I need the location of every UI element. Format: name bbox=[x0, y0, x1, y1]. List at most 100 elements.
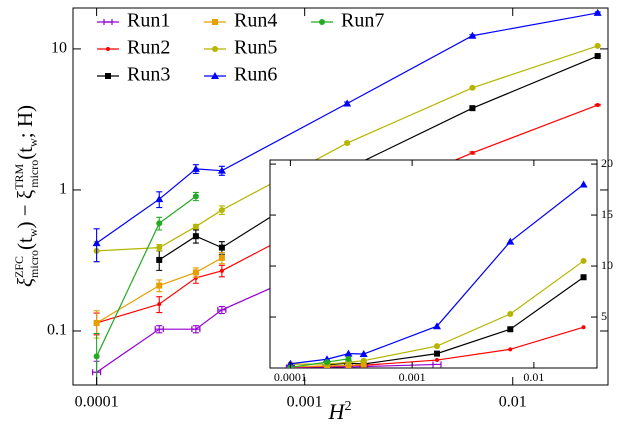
data-point bbox=[469, 84, 476, 91]
data-point bbox=[344, 349, 353, 357]
data-point bbox=[508, 347, 513, 352]
data-point bbox=[156, 282, 163, 289]
data-point bbox=[468, 31, 477, 39]
y-label-part: w bbox=[26, 228, 40, 237]
data-point bbox=[593, 8, 602, 16]
y-label-part: micro bbox=[27, 160, 41, 188]
x-tick-label: 0.0001 bbox=[75, 394, 119, 411]
data-point bbox=[433, 343, 440, 350]
data-point bbox=[191, 164, 200, 172]
data-point bbox=[192, 193, 199, 200]
inset-y-tick-label: 15 bbox=[601, 207, 613, 221]
data-point bbox=[595, 103, 600, 108]
data-point bbox=[506, 237, 515, 245]
data-point bbox=[157, 302, 162, 307]
data-point bbox=[344, 140, 351, 147]
y-axis-label: ξZFCmicro(tw) − ξTRMmicro(tw; H) bbox=[12, 105, 41, 287]
series-line bbox=[326, 276, 584, 366]
data-point bbox=[217, 306, 227, 313]
y-label-part: (t bbox=[13, 237, 37, 250]
data-point bbox=[580, 274, 587, 281]
data-point bbox=[191, 326, 201, 333]
y-label-part: micro bbox=[27, 250, 41, 278]
inset-x-tick-label: 0.01 bbox=[523, 370, 544, 384]
y-label-part: w bbox=[26, 138, 40, 147]
inset-y-tick-label: 5 bbox=[601, 309, 607, 323]
data-point bbox=[156, 244, 163, 251]
y-label-part: ZFC bbox=[12, 256, 26, 278]
legend: Run1 Run2 Run3 Run4 Run5 Run6 Run7 bbox=[97, 10, 384, 86]
inset-frame bbox=[269, 159, 598, 369]
inset-y-tick-label: 10 bbox=[601, 258, 613, 272]
data-point bbox=[469, 105, 476, 112]
data-point bbox=[594, 42, 601, 49]
data-point bbox=[594, 53, 601, 60]
data-point bbox=[93, 319, 100, 326]
main-frame bbox=[72, 7, 609, 386]
data-point bbox=[580, 257, 587, 264]
y-label-part: TRM bbox=[12, 163, 26, 189]
data-point bbox=[155, 195, 164, 203]
y-label-part: ; H) bbox=[13, 105, 37, 138]
data-point bbox=[434, 358, 439, 363]
legend-marker bbox=[319, 19, 325, 25]
data-point bbox=[154, 326, 164, 333]
main-plot bbox=[92, 8, 602, 385]
data-point bbox=[192, 223, 199, 230]
data-point bbox=[360, 357, 367, 364]
y-label-part: ξ bbox=[13, 278, 37, 287]
data-point bbox=[192, 233, 199, 240]
legend-marker bbox=[105, 73, 111, 79]
inset-x-tick-label: 0.0001 bbox=[274, 370, 307, 384]
data-point bbox=[470, 150, 475, 155]
y-tick-label: 0.1 bbox=[47, 322, 67, 339]
x-label-main: H bbox=[328, 399, 346, 424]
y-label-part: (t bbox=[13, 147, 37, 160]
series-line bbox=[290, 364, 364, 368]
x-tick-label: 0.01 bbox=[499, 394, 527, 411]
data-point bbox=[217, 166, 226, 174]
legend-marker bbox=[106, 47, 110, 51]
data-point bbox=[432, 361, 442, 368]
axes: 0.0001 0.001 0.01 0.1 1 10 0.0001 0.001 0.01 5 10 1… bbox=[47, 8, 613, 411]
x-label-sup: 2 bbox=[344, 399, 351, 414]
data-point bbox=[324, 359, 331, 366]
data-point bbox=[507, 326, 514, 333]
data-point bbox=[156, 220, 163, 227]
legend-label: Run1 bbox=[127, 10, 170, 32]
inset-y-tick-label: 20 bbox=[601, 156, 613, 170]
data-point bbox=[581, 325, 586, 330]
data-point bbox=[218, 207, 225, 214]
data-point bbox=[360, 361, 367, 368]
legend-marker bbox=[212, 19, 218, 25]
data-point bbox=[192, 269, 199, 276]
data-point bbox=[345, 355, 352, 362]
y-label-part: ) − ξ bbox=[13, 190, 37, 229]
legend-label: Run7 bbox=[341, 10, 384, 32]
y-tick-label: 10 bbox=[51, 40, 67, 57]
data-point bbox=[218, 254, 225, 261]
data-point bbox=[218, 244, 225, 251]
inset-x-tick-label: 0.001 bbox=[399, 370, 426, 384]
x-axis-label: H2 bbox=[328, 399, 352, 424]
legend-marker bbox=[211, 72, 219, 79]
data-point bbox=[359, 350, 368, 358]
data-point bbox=[579, 180, 588, 188]
legend-label: Run2 bbox=[127, 37, 170, 59]
inset-plot bbox=[285, 180, 588, 368]
data-point bbox=[343, 99, 352, 107]
legend-label: Run3 bbox=[127, 64, 170, 86]
data-point bbox=[219, 268, 224, 273]
series-line bbox=[96, 257, 223, 324]
data-point bbox=[156, 256, 163, 263]
legend-label: Run4 bbox=[234, 10, 277, 32]
legend-marker bbox=[212, 46, 218, 52]
data-point bbox=[507, 310, 514, 317]
y-tick-label: 1 bbox=[59, 181, 67, 198]
data-point bbox=[433, 350, 440, 357]
legend-label: Run5 bbox=[234, 37, 277, 59]
data-point bbox=[92, 239, 101, 247]
legend-label: Run6 bbox=[234, 64, 277, 86]
